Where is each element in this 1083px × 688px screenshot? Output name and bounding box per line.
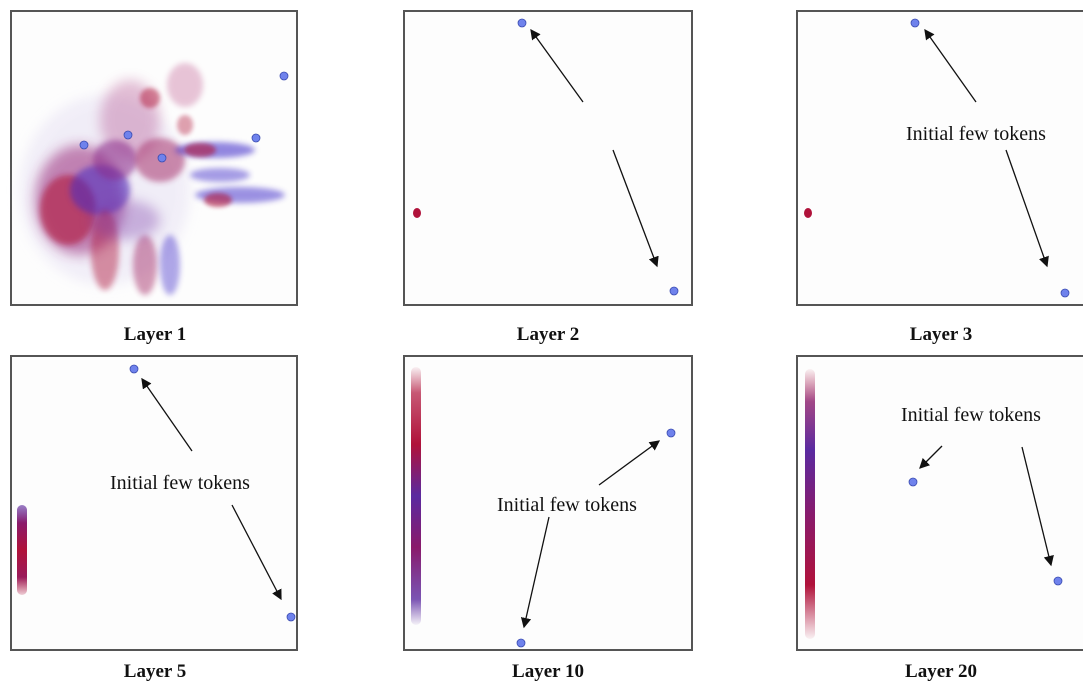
annotation-arrow <box>231 504 282 601</box>
layer-1-plot <box>10 10 298 306</box>
panel-layer-3: Initial few tokens Layer 3 <box>796 10 1083 345</box>
token-point <box>157 153 167 163</box>
token-point <box>129 364 139 374</box>
token-point <box>1053 576 1063 586</box>
panel-caption: Layer 5 <box>123 661 187 682</box>
annotation-arrow <box>520 516 550 629</box>
annotation-arrow <box>919 445 943 469</box>
annotation-label: Initial few tokens <box>901 404 1041 426</box>
panel-caption: Layer 20 <box>905 661 977 682</box>
token-point <box>517 18 527 28</box>
panel-layer-2: Layer 2 <box>403 10 693 345</box>
panel-caption: Layer 10 <box>512 661 584 682</box>
panel-layer-20: Initial few tokens Layer 20 <box>796 355 1083 682</box>
annotation-arrow <box>1005 149 1049 268</box>
embedding-cloud <box>20 63 285 295</box>
token-point <box>908 477 918 487</box>
layer-20-plot: Initial few tokens <box>796 355 1083 651</box>
token-point <box>79 140 89 150</box>
layer-3-plot: Initial few tokens <box>796 10 1083 306</box>
plot-frame <box>403 355 693 651</box>
annotation-arrow <box>612 149 659 268</box>
embedding-cluster <box>804 208 812 218</box>
annotation-arrow <box>141 377 193 452</box>
layer-10-plot: Initial few tokens <box>403 355 693 651</box>
token-point <box>669 286 679 296</box>
panel-caption: Layer 2 <box>516 324 580 345</box>
panel-caption: Layer 1 <box>123 324 187 345</box>
plot-frame <box>796 355 1083 651</box>
token-point <box>286 612 296 622</box>
token-point <box>910 18 920 28</box>
token-point <box>251 133 261 143</box>
annotation-label: Initial few tokens <box>906 123 1046 145</box>
annotation-label: Initial few tokens <box>110 472 250 494</box>
panel-layer-1: Layer 1 <box>10 10 300 345</box>
panel-caption: Layer 3 <box>909 324 973 345</box>
annotation-arrow <box>530 28 584 103</box>
token-point <box>123 130 133 140</box>
token-point <box>516 638 526 648</box>
plot-frame <box>10 355 298 651</box>
panel-layer-10: Initial few tokens Layer 10 <box>403 355 693 682</box>
annotation-arrow <box>598 440 661 486</box>
embedding-cluster <box>411 367 421 625</box>
token-point <box>1060 288 1070 298</box>
embedding-cluster <box>805 369 815 639</box>
embedding-cluster <box>413 208 421 218</box>
token-point <box>666 428 676 438</box>
layer-2-plot <box>403 10 693 306</box>
panel-layer-5: Initial few tokens Layer 5 <box>10 355 300 682</box>
annotation-arrow <box>924 28 977 103</box>
plot-frame <box>796 10 1083 306</box>
initial-token-points <box>79 71 289 163</box>
layer-5-plot: Initial few tokens <box>10 355 298 651</box>
annotation-arrow <box>1021 446 1054 567</box>
token-point <box>279 71 289 81</box>
embedding-cluster <box>17 505 27 595</box>
plot-frame <box>403 10 693 306</box>
annotation-label: Initial few tokens <box>497 494 637 516</box>
